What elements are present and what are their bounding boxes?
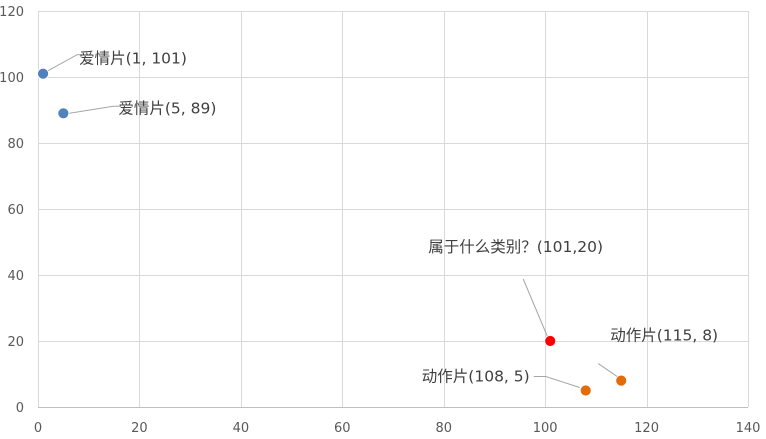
axes: 0 20 40 60 80 100 120 0 20 40 60 80 100 120 140 [0,5,760,436]
data-point [579,384,592,397]
data-point [57,107,70,120]
x-tick-label: 20 [131,421,148,436]
y-tick-label: 60 [7,203,24,218]
data-point [37,67,49,80]
data-point [615,374,628,387]
y-tick-label: 0 [16,401,24,416]
data-label: 爱情片(1, 101) [79,50,187,68]
x-tick-label: 40 [233,421,250,436]
y-tick-label: 40 [7,269,24,284]
leader-line [522,278,548,337]
y-tick-label: 20 [7,335,24,350]
leader-line [533,376,580,388]
leader-line [597,363,618,378]
data-label: 属于什么类别？(101,20) [428,238,603,256]
data-points [37,67,628,397]
x-tick-label: 80 [435,421,452,436]
data-point [544,335,557,347]
x-tick-label: 100 [533,421,558,436]
data-labels: 爱情片(1, 101) 爱情片(5, 89) 动作片(108, 5) 动作片(115,… [79,50,718,386]
x-tick-label: 0 [34,421,42,436]
data-label: 爱情片(5, 89) [118,99,216,117]
data-label: 动作片(108, 5) [422,368,530,386]
x-tick-label: 140 [736,421,761,436]
y-tick-label: 100 [0,71,24,86]
y-tick-label: 120 [0,5,24,20]
x-tick-label: 60 [334,421,351,436]
leader-lines [47,54,618,388]
gridlines [38,11,749,407]
leader-line [47,54,83,72]
data-label: 动作片(115, 8) [610,327,718,345]
x-tick-label: 120 [634,421,659,436]
y-tick-label: 80 [7,137,24,152]
leader-line [69,105,120,114]
